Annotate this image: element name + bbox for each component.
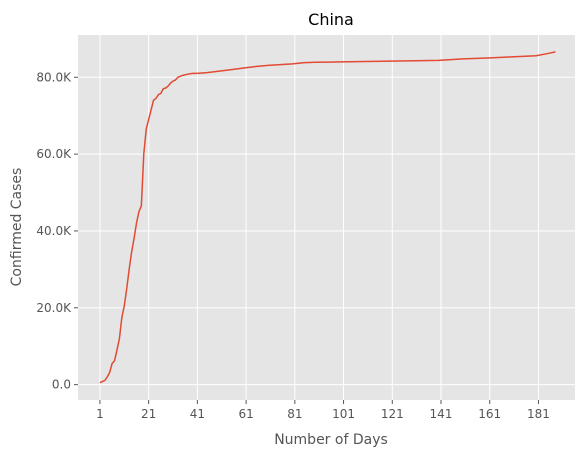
x-tick-label: 41: [190, 407, 205, 421]
y-tick-label: 0.0: [52, 378, 71, 392]
x-axis: 1 21 41 61 81 101 121 141 161 181: [96, 400, 550, 421]
x-tick-label: 1: [96, 407, 104, 421]
y-tick-label: 40.0K: [36, 224, 72, 238]
x-axis-label: Number of Days: [274, 432, 388, 448]
plot-area: [78, 35, 575, 400]
chart-title: China: [308, 10, 354, 29]
x-tick-label: 141: [430, 407, 453, 421]
x-tick-label: 81: [287, 407, 302, 421]
grid: [78, 35, 575, 400]
y-axis-label: Confirmed Cases: [9, 168, 25, 287]
x-tick-label: 21: [141, 407, 156, 421]
x-tick-label: 101: [332, 407, 355, 421]
y-tick-label: 20.0K: [36, 301, 72, 315]
x-tick-label: 61: [238, 407, 253, 421]
y-tick-label: 60.0K: [36, 147, 72, 161]
x-tick-label: 181: [527, 407, 550, 421]
y-tick-label: 80.0K: [36, 70, 72, 84]
x-tick-label: 161: [478, 407, 501, 421]
x-tick-label: 121: [381, 407, 404, 421]
series-line: [99, 51, 556, 384]
y-axis: 0.0 20.0K 40.0K 60.0K 80.0K: [36, 70, 78, 392]
